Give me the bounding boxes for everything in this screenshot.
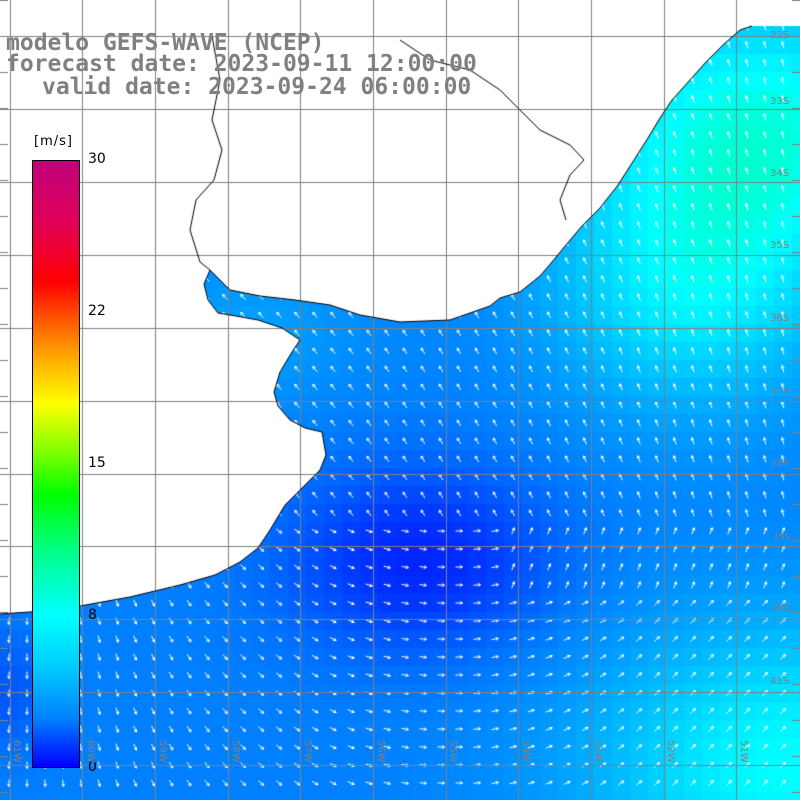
lon-label: 61W [11,740,22,763]
colorbar [32,160,80,768]
lon-label: 55W [447,740,458,763]
colorbar-unit: [m/s] [34,134,73,149]
lat-label: 33S [770,96,790,107]
lat-label: 40S [772,603,792,614]
lat-label: 37S [770,386,790,397]
lon-label: 53W [592,740,603,763]
lat-label: 32S [770,30,790,41]
lat-label: 41S [770,676,790,687]
lon-label: 58W [230,740,241,763]
lat-label: 35S [770,240,790,251]
lon-label: 60W [85,740,96,763]
model-title: modelo GEFS-WAVE (NCEP) [6,30,325,56]
colorbar-tick-0: 0 [88,759,97,775]
colorbar-tick-8: 8 [88,607,97,623]
lon-label: 54W [520,740,531,763]
lon-label: 57W [302,740,313,763]
forecast-date: forecast date: 2023-09-11 12:00:00 [6,51,477,77]
lon-label: 52W [665,740,676,763]
colorbar-tick-22: 22 [88,303,106,319]
lat-label: 38S [770,458,790,469]
lon-label: 59W [157,740,168,763]
lat-label: 39S [772,532,792,543]
colorbar-tick-30: 30 [88,151,106,167]
lat-label: 36S [770,313,790,324]
lat-label: 34S [770,168,790,179]
lon-label: 51W [738,740,749,763]
lon-label: 56W [375,740,386,763]
valid-date: valid date: 2023-09-24 06:00:00 [42,74,472,100]
colorbar-tick-15: 15 [88,455,106,471]
